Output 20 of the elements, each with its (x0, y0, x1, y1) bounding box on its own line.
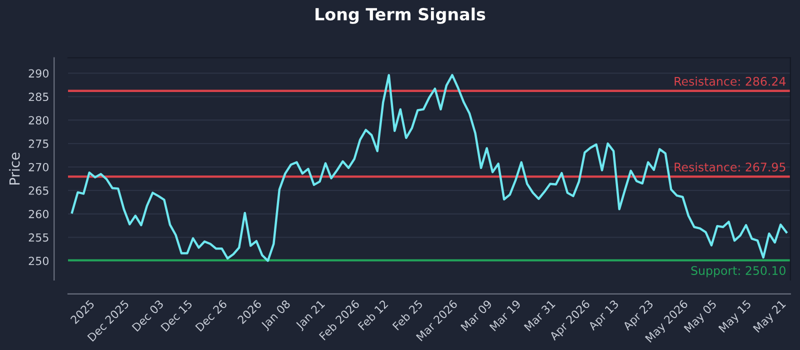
y-tick-label: 280 (28, 116, 49, 124)
y-tick-label: 250 (28, 256, 49, 266)
ref-line-label: Resistance: 267.95 (674, 162, 786, 172)
line-series (70, 74, 788, 262)
y-tick-label: 290 (28, 69, 49, 78)
ref-line-label: Support: 250.10 (691, 266, 786, 278)
y-tick-label: 270 (28, 162, 49, 172)
y-tick-label: 285 (28, 92, 48, 102)
ref-line-label: Resistance: 286.24 (674, 76, 786, 86)
y-tick-label: 260 (28, 210, 49, 218)
chart-title: Long Term Signals (316, 8, 486, 24)
y-axis-title: Price (9, 152, 20, 184)
y-tick-label: 255 (28, 233, 48, 242)
x-tick-label: Feb 25 (392, 299, 424, 330)
x-tick-label: Jan 08 (260, 299, 292, 332)
x-tick-label: Mar 31 (524, 300, 556, 332)
y-tick-label: 265 (28, 186, 48, 195)
x-tick-label: Jan 21 (294, 300, 327, 332)
y-tick-label: 275 (28, 140, 48, 148)
x-tick-label: Dec 26 (195, 299, 228, 332)
